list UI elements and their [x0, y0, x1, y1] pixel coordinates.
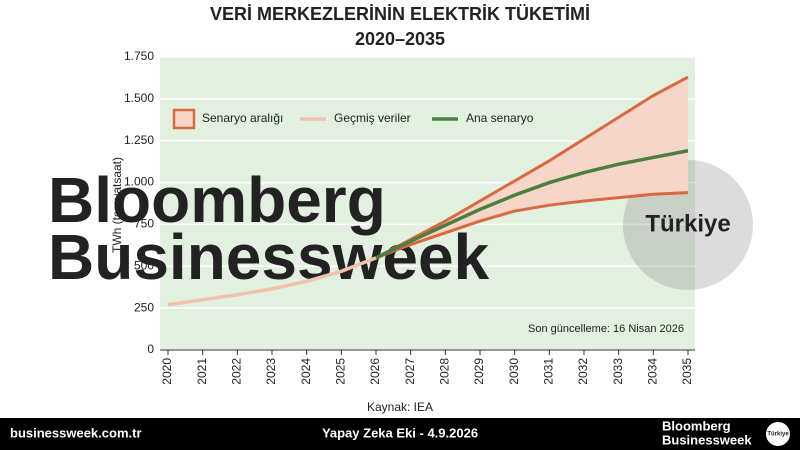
series-line [375, 149, 689, 260]
x-tick-label: 2029 [472, 358, 486, 385]
y-tick-label: 500 [134, 258, 154, 272]
y-tick-label: 750 [134, 217, 154, 231]
footer-edition: Yapay Zeka Eki - 4.9.2026 [322, 425, 478, 440]
legend-label: Geçmiş veriler [334, 111, 411, 125]
x-tick-label: 2034 [646, 358, 660, 385]
x-tick-label: 2028 [438, 358, 452, 385]
x-tick-label: 2025 [334, 358, 348, 385]
x-tick-label: 2035 [680, 358, 694, 385]
annotation: Son güncelleme: 16 Nisan 2026 [528, 323, 684, 335]
x-tick-label: 2021 [195, 358, 209, 385]
legend-label: Ana senaryo [466, 111, 534, 125]
y-tick-label: 1.750 [124, 49, 154, 63]
x-tick-label: 2023 [264, 358, 278, 385]
x-tick-label: 2031 [542, 358, 556, 385]
footer-bar [0, 418, 800, 450]
x-tick-label: 2033 [611, 358, 625, 385]
legend-label: Senaryo aralığı [202, 111, 283, 125]
range-low [340, 191, 689, 273]
watermark: Türkiye [645, 210, 730, 237]
annotation-box [508, 318, 690, 340]
legend-swatch [172, 108, 196, 130]
logo-badge-text: Türkiye [767, 432, 789, 438]
x-tick-label: 2020 [160, 358, 174, 385]
chart-subtitle: 2020–2035 [355, 29, 445, 49]
series-line [167, 256, 377, 307]
footer-site: businessweek.com.tr [10, 425, 142, 440]
x-tick-label: 2026 [368, 358, 382, 385]
footer-logo: Bloomberg [662, 418, 731, 433]
x-tick-label: 2027 [403, 358, 417, 385]
footer-logo: Businessweek [662, 432, 752, 447]
y-tick-label: 0 [147, 342, 154, 356]
watermark: Bloomberg [48, 164, 386, 236]
x-tick-label: 2030 [507, 358, 521, 385]
y-tick-label: 1.250 [124, 133, 154, 147]
x-tick-label: 2022 [230, 358, 244, 385]
y-tick-label: 250 [134, 300, 154, 314]
y-tick-label: 1.000 [124, 175, 154, 189]
chart-title: VERİ MERKEZLERİNİN ELEKTRİK TÜKETİMİ [210, 4, 590, 24]
x-tick-label: 2024 [299, 358, 313, 385]
watermark: Businessweek [48, 221, 490, 293]
plot-area [160, 57, 695, 350]
logo-badge [766, 422, 790, 446]
x-tick-label: 2032 [576, 358, 590, 385]
y-axis-label: TWh (teravatsaat) [110, 157, 124, 253]
source: Kaynak: IEA [367, 400, 433, 414]
y-tick-label: 1.500 [124, 91, 154, 105]
